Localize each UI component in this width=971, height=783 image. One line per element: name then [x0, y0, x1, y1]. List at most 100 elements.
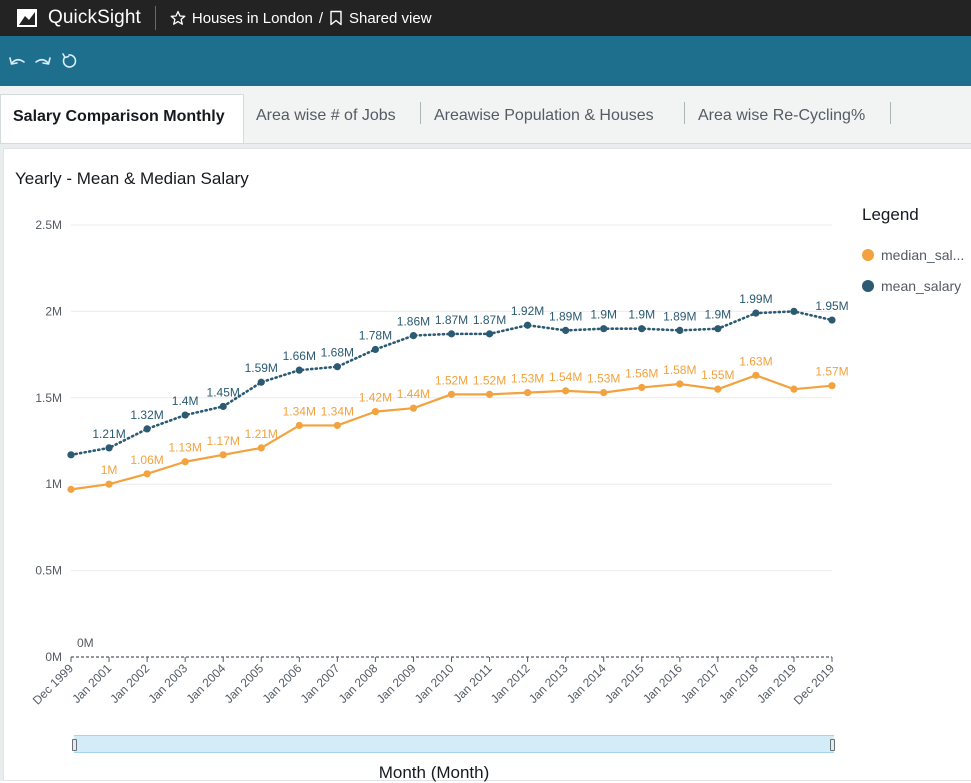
data-label: 1.87M	[435, 313, 468, 327]
data-label: 1.56M	[625, 366, 658, 380]
data-label: 1.34M	[283, 404, 316, 418]
legend-item-median-salary[interactable]: median_sal...	[862, 247, 964, 263]
x-tick-label: Jan 2010	[412, 661, 457, 706]
tab-label: Areawise Population & Houses	[434, 107, 654, 124]
tab-salary-comparison-monthly[interactable]: Salary Comparison Monthly	[0, 94, 244, 143]
x-tick-label: Jan 2008	[336, 661, 381, 706]
data-point	[371, 408, 379, 416]
data-point	[143, 470, 151, 478]
data-label: 1.66M	[283, 349, 316, 363]
visual-title: Yearly - Mean & Median Salary	[15, 169, 249, 188]
data-label: 1.54M	[549, 370, 582, 384]
data-label: 1.9M	[590, 308, 617, 322]
x-tick-label: Jan 2005	[222, 661, 267, 706]
range-handle-left[interactable]	[72, 739, 77, 751]
data-point	[714, 385, 722, 393]
x-tick-label: Jan 2004	[183, 661, 228, 706]
data-point	[676, 380, 684, 388]
view-label[interactable]: Shared view	[348, 9, 432, 27]
data-label: 1.32M	[130, 408, 163, 422]
legend-label: mean_salary	[881, 278, 962, 294]
redo-icon	[35, 57, 51, 65]
x-axis-range-scrollbar[interactable]	[74, 735, 834, 753]
data-point	[524, 389, 532, 397]
undo-icon	[9, 57, 25, 65]
data-label: 1.13M	[168, 441, 201, 455]
tab-divider	[684, 102, 685, 124]
data-point	[295, 366, 303, 374]
title-separator: /	[318, 9, 323, 27]
data-label: 1.58M	[663, 363, 696, 377]
data-point	[752, 371, 760, 379]
x-tick-label: Jan 2015	[602, 661, 647, 706]
quicksight-logo-icon	[17, 9, 37, 27]
sheet-canvas: Yearly - Mean & Median Salary 0M 0.5M 1M 1.…	[0, 144, 971, 782]
data-point	[257, 378, 265, 386]
redo-button[interactable]	[32, 50, 54, 72]
data-point	[295, 421, 303, 430]
data-label: 1.53M	[587, 372, 620, 386]
sheet-tabs: Salary Comparison Monthly Area wise # of…	[0, 86, 971, 144]
bookmark-icon[interactable]	[329, 10, 343, 26]
x-tick-label: Jan 2012	[488, 661, 533, 706]
legend-item-mean-salary[interactable]: mean_salary	[862, 278, 961, 294]
x-tick-label: Jan 2016	[640, 661, 685, 706]
tab-divider	[890, 102, 891, 124]
data-point	[790, 385, 798, 393]
top-bar: QuickSight Houses in London / Shared vie…	[0, 0, 971, 36]
x-tick-label: Jan 2003	[145, 661, 190, 706]
data-point	[790, 307, 798, 315]
data-point	[257, 444, 265, 452]
data-label: 1.89M	[549, 309, 582, 323]
data-label: 1.9M	[705, 308, 732, 322]
data-point	[562, 387, 570, 395]
x-axis-title: Month (Month)	[378, 763, 490, 782]
x-tick-label: Jan 2017	[678, 661, 723, 706]
x-tick-label: Jan 2002	[107, 661, 152, 706]
tab-label: Area wise Re-Cycling%	[698, 107, 866, 124]
data-point	[181, 411, 189, 419]
data-label: 1.63M	[739, 354, 772, 368]
data-point	[676, 326, 684, 335]
analysis-title[interactable]: Houses in London	[191, 9, 313, 27]
quicksight-logo[interactable]: QuickSight	[0, 0, 141, 36]
data-point	[371, 345, 379, 354]
data-point	[143, 425, 151, 433]
data-point	[447, 390, 456, 398]
tab-area-wise-recycling[interactable]: Area wise Re-Cycling%	[698, 94, 865, 143]
data-label: 1.44M	[397, 387, 430, 401]
x-tick-label: Jan 2007	[298, 661, 343, 706]
data-label: 1.86M	[397, 315, 430, 329]
data-point	[524, 321, 532, 329]
line-chart-visual[interactable]: Yearly - Mean & Median Salary 0M 0.5M 1M 1.…	[3, 148, 971, 782]
data-point	[485, 330, 494, 338]
undo-button[interactable]	[6, 50, 28, 72]
analysis-toolbar	[0, 36, 971, 86]
data-point	[105, 444, 113, 452]
legend-label: median_sal...	[881, 247, 965, 263]
x-tick-label: Dec 1999	[30, 661, 76, 707]
y-tick-label: 1.5M	[35, 391, 62, 405]
tab-areawise-population-houses[interactable]: Areawise Population & Houses	[434, 94, 654, 143]
data-label: 1.9M	[628, 308, 655, 322]
data-label: 1.34M	[321, 404, 354, 418]
y-tick-label: 1M	[45, 477, 62, 491]
range-handle-right[interactable]	[830, 739, 835, 751]
data-point	[600, 389, 608, 397]
star-icon[interactable]	[170, 10, 186, 26]
tab-area-wise-jobs[interactable]: Area wise # of Jobs	[256, 94, 396, 143]
analysis-title-bar: Houses in London / Shared view	[170, 10, 432, 27]
data-point	[409, 404, 418, 412]
data-label: 1.59M	[245, 361, 278, 375]
data-label: 1.92M	[511, 304, 544, 318]
reset-button[interactable]	[58, 50, 80, 72]
data-label: 1.68M	[321, 346, 354, 360]
x-tick-label: Dec 2019	[791, 661, 837, 707]
data-label: 1.57M	[815, 365, 848, 379]
data-label: 1.78M	[359, 328, 392, 342]
data-label: 1.21M	[245, 427, 278, 441]
zero-data-label: 0M	[77, 636, 94, 650]
data-point	[67, 451, 75, 459]
data-point	[67, 485, 75, 493]
